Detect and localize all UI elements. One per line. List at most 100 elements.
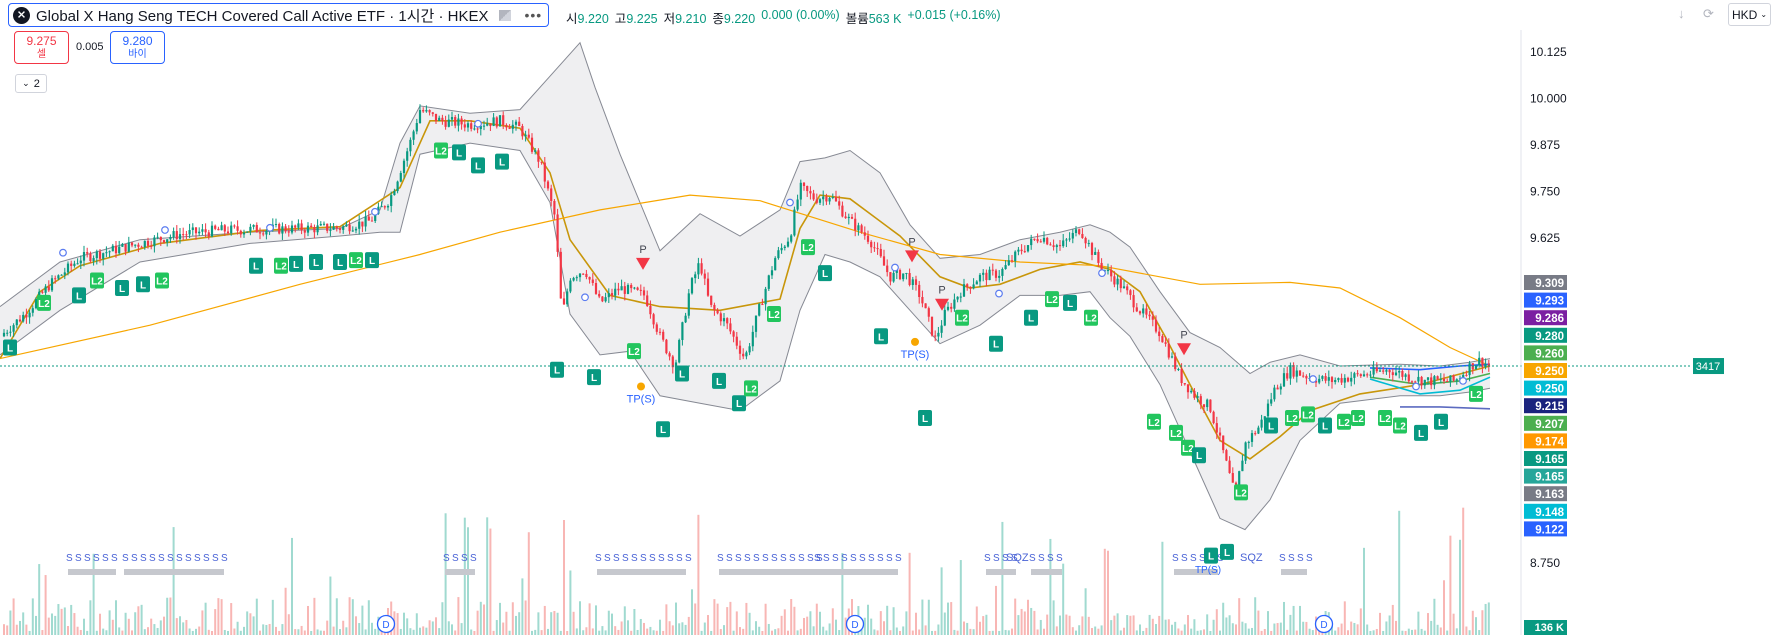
volume-bar — [566, 630, 569, 635]
volume-bar — [271, 599, 274, 635]
signal-badge-bg — [675, 365, 689, 382]
long-signal-badge: L2 — [1181, 439, 1195, 456]
volume-bar — [374, 628, 377, 635]
currency-select[interactable]: HKD ⌄ — [1728, 3, 1771, 26]
volume-bar — [364, 629, 367, 635]
volume-bar — [153, 624, 156, 635]
candle-body — [710, 295, 713, 305]
volume-bar — [316, 629, 319, 635]
volume-bar — [659, 619, 661, 635]
bollinger-band — [0, 41, 1491, 531]
volume-bar — [57, 604, 60, 635]
candle — [1247, 440, 1250, 449]
candle-body — [815, 199, 818, 203]
candle-body — [1295, 370, 1298, 377]
candle-body — [652, 314, 655, 325]
volume-bar — [201, 610, 204, 635]
volume-bar — [1468, 630, 1471, 635]
volume-bar — [1331, 625, 1333, 635]
candle — [409, 137, 412, 157]
volume-bar — [150, 618, 153, 635]
candle — [1164, 336, 1167, 347]
flag-icon[interactable] — [498, 9, 511, 21]
cross-circle-marker — [891, 263, 899, 272]
volume-bar — [623, 606, 626, 635]
long-signal-badge: L — [675, 365, 689, 382]
volume-bar — [124, 612, 127, 635]
volume-bar — [547, 628, 549, 635]
squeeze-mark: S — [194, 553, 201, 564]
candle-body — [1356, 373, 1359, 375]
candle-body — [1196, 396, 1199, 398]
volume-bar — [1059, 615, 1061, 635]
candle — [716, 308, 719, 315]
volume-bar — [1046, 614, 1049, 635]
candle — [946, 301, 950, 312]
candle — [953, 293, 956, 312]
candle-body — [236, 226, 239, 231]
volume-bar — [953, 629, 956, 635]
candle — [1046, 236, 1049, 246]
candle-body — [690, 278, 694, 294]
squeeze-mark: S — [895, 553, 902, 564]
candle — [1042, 231, 1046, 244]
squeeze-bar — [1174, 569, 1218, 575]
candle-body — [553, 200, 556, 215]
candle-body — [44, 286, 47, 293]
candle — [1343, 374, 1346, 389]
volume-bar — [732, 630, 735, 635]
symbol-header[interactable]: ⨯ Global X Hang Seng TECH Covered Call A… — [8, 3, 550, 27]
candle-body — [242, 232, 246, 235]
long-signal-badge: L — [989, 335, 1003, 352]
candle — [1385, 368, 1388, 375]
volume-bar — [1436, 624, 1439, 635]
scale-label: 9.165 — [1524, 468, 1567, 484]
long-signal-badge: L2 — [1351, 410, 1365, 427]
p-signal-label: P — [908, 236, 915, 248]
indicator-collapse-button[interactable]: ⌄ 2 — [15, 74, 47, 93]
volume-bar — [1286, 629, 1289, 635]
candle-body — [482, 125, 486, 127]
signal-badge-bg — [874, 328, 888, 345]
scale-label: 9.215 — [1524, 398, 1567, 414]
candle-body — [383, 206, 386, 208]
candle — [834, 190, 838, 202]
candle — [722, 312, 726, 327]
sell-button[interactable]: 9.275 셀 — [14, 31, 69, 64]
candle-body — [1206, 399, 1209, 408]
volume-bar — [1260, 630, 1263, 635]
volume-bar — [607, 610, 610, 635]
volume-bar — [1139, 624, 1141, 635]
volume-bar — [1484, 603, 1487, 635]
candle-body — [511, 124, 514, 129]
arrow-down-icon[interactable]: ↓ — [1678, 6, 1685, 21]
volume-bar — [1279, 622, 1282, 635]
candle-body — [1212, 411, 1215, 424]
candle-body — [831, 196, 834, 198]
candle — [338, 226, 342, 234]
signal-badge-text: L — [7, 343, 13, 354]
volume-bar — [924, 625, 927, 635]
candle — [1292, 362, 1295, 379]
refresh-icon[interactable]: ⟳ — [1703, 6, 1714, 21]
volume-bar — [1113, 615, 1116, 635]
volume-bar — [371, 622, 373, 635]
volume-bar — [422, 626, 425, 635]
volume-bar — [777, 628, 780, 635]
buy-button[interactable]: 9.280 바이 — [110, 31, 165, 64]
more-icon[interactable]: ••• — [524, 7, 543, 23]
squeeze-mark: S — [1288, 553, 1295, 564]
volume-bar — [771, 630, 773, 635]
candle — [962, 278, 966, 298]
squeeze-mark: S — [886, 553, 893, 564]
volume-bar — [1049, 538, 1052, 635]
candle — [326, 223, 329, 234]
candle-body — [322, 223, 326, 225]
scale-label-text: 9.148 — [1535, 507, 1564, 519]
candle — [188, 223, 191, 239]
candle-body — [1068, 238, 1071, 240]
candle-body — [850, 216, 854, 219]
volume-bar — [767, 623, 770, 635]
candle — [60, 274, 63, 276]
